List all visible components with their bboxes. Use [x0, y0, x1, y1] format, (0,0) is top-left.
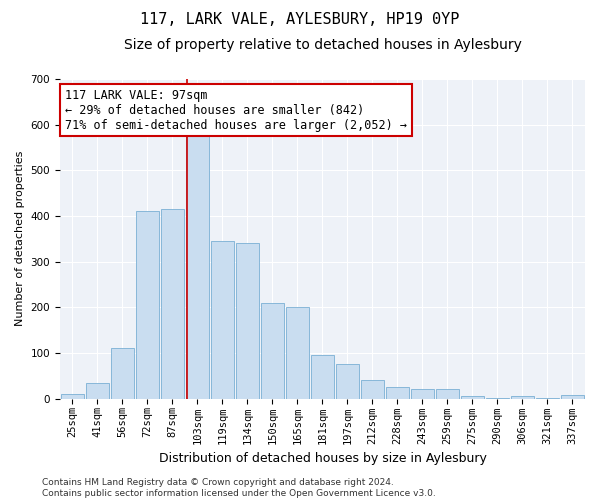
- Title: Size of property relative to detached houses in Aylesbury: Size of property relative to detached ho…: [124, 38, 521, 52]
- Bar: [136, 212, 158, 398]
- Bar: [61, 394, 83, 398]
- Text: Contains HM Land Registry data © Crown copyright and database right 2024.
Contai: Contains HM Land Registry data © Crown c…: [42, 478, 436, 498]
- Bar: [311, 355, 334, 399]
- Bar: [361, 380, 384, 398]
- Bar: [86, 382, 109, 398]
- Text: 117 LARK VALE: 97sqm
← 29% of detached houses are smaller (842)
71% of semi-deta: 117 LARK VALE: 97sqm ← 29% of detached h…: [65, 88, 407, 132]
- Bar: [336, 364, 359, 398]
- Bar: [461, 396, 484, 398]
- Bar: [236, 244, 259, 398]
- Text: 117, LARK VALE, AYLESBURY, HP19 0YP: 117, LARK VALE, AYLESBURY, HP19 0YP: [140, 12, 460, 28]
- Bar: [111, 348, 134, 399]
- Bar: [561, 395, 584, 398]
- Y-axis label: Number of detached properties: Number of detached properties: [15, 151, 25, 326]
- Bar: [161, 209, 184, 398]
- Bar: [261, 302, 284, 398]
- Bar: [436, 390, 459, 398]
- Bar: [186, 134, 209, 398]
- X-axis label: Distribution of detached houses by size in Aylesbury: Distribution of detached houses by size …: [158, 452, 487, 465]
- Bar: [411, 390, 434, 398]
- Bar: [511, 396, 534, 398]
- Bar: [211, 241, 233, 398]
- Bar: [286, 307, 308, 398]
- Bar: [386, 387, 409, 398]
